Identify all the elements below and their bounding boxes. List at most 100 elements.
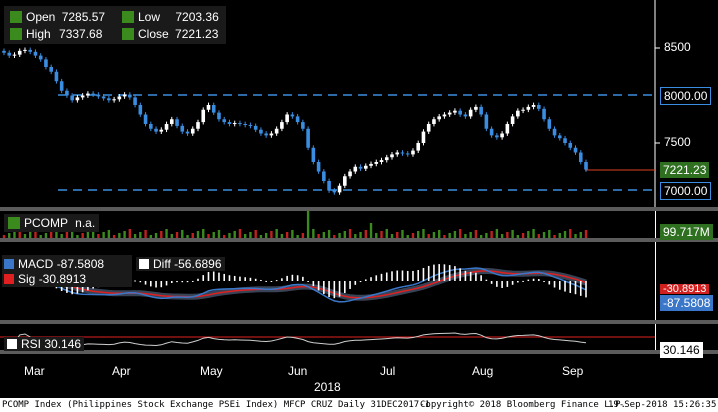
candle-body [280,122,284,129]
panel-separator[interactable] [0,238,718,242]
macd-hist-bar [375,275,378,281]
volume-bar [369,223,373,238]
candle-body [33,51,38,56]
candle-body [243,124,247,125]
sig-value: -30.8913 [38,272,87,286]
macd-axis-line [655,242,656,320]
volume-chart[interactable] [0,211,655,238]
candle-body [185,131,190,134]
candle-body [463,114,468,117]
price-tick-label: 7500 [664,135,691,149]
volume-bar [2,235,6,238]
panel-separator[interactable] [0,207,718,211]
candle-body [159,129,164,132]
macd-hist-bar [244,277,246,281]
volume-bar [196,231,200,238]
macd-chart[interactable] [0,242,655,320]
volume-bar [380,231,383,238]
macd-hist-bar [134,280,136,282]
candle-body [521,109,525,111]
candle-body [96,94,101,97]
macd-hist-bar [585,281,587,298]
volume-bar [275,229,278,238]
candle-body [38,55,43,60]
candle-body [495,135,499,138]
volume-bar [553,235,556,238]
diff-value: -56.6896 [174,257,222,271]
macd-hist-bar [76,281,79,294]
macd-hist-bar [265,280,267,282]
volume-bar [506,232,509,238]
low-value: 7203.36 [175,10,219,24]
macd-hist-bar [254,278,257,281]
candle-body [196,122,200,129]
volume-bar [60,234,63,238]
volume-bar [270,231,273,238]
candle-body [537,105,541,109]
candle-body [510,116,515,124]
volume-bar [207,234,210,238]
close-marker-icon [122,28,134,40]
candle-body [7,52,12,56]
candle-body [222,119,227,123]
volume-bar [149,235,153,238]
volume-bar [97,234,100,238]
panel-separator[interactable] [0,320,718,324]
diff-label: Diff [153,257,171,271]
volume-bar [375,233,378,238]
candle-body [133,97,137,105]
price-chart[interactable] [0,0,718,208]
volume-label: PCOMP [24,216,68,230]
candle-body [374,162,379,164]
volume-bar [422,229,425,238]
candle-body [316,162,321,172]
candle-body [489,128,494,136]
candle-body [395,152,400,155]
high-field: High 7337.68 [10,26,102,42]
volume-bar [259,235,263,238]
month-label: Jun [288,364,308,378]
candle-body [138,105,143,115]
candle-body [28,49,33,52]
macd-line [3,267,587,303]
rsi-chart[interactable] [0,324,655,350]
candle-body [190,128,195,134]
macd-hist-bar [218,272,220,281]
macd-hist-bar [176,281,178,283]
volume-bar [569,229,572,238]
volume-bar [102,232,105,238]
candle-body [411,150,415,155]
volume-bar [86,231,90,238]
macd-hist-bar [197,278,199,281]
volume-bar [579,232,582,238]
macd-hist-bar [548,281,551,285]
low-marker-icon [122,11,134,23]
candle-body [332,190,337,193]
macd-hist-bar [150,281,152,287]
volume-bar [469,232,472,238]
panel-separator[interactable] [0,350,718,354]
candle-body [274,128,279,134]
volume-bar [212,232,215,238]
candle-body [154,128,158,132]
macd-field: MACD -87.5808 [4,257,104,271]
volume-bar [317,234,320,238]
volume-bar [8,233,11,238]
volume-bar [574,234,577,238]
volume-bar [49,231,53,238]
macd-hist-bar [323,281,325,295]
candle-body [426,124,431,132]
volume-bar [542,232,546,238]
open-value: 7285.57 [61,10,106,24]
volume-bar [107,230,111,238]
volume-bar [417,231,420,238]
candle-body [500,133,504,138]
candle-body [285,114,289,123]
volume-bar [322,232,326,238]
volume-bar [154,233,158,238]
volume-last-tag: 99.717M [660,224,713,240]
rsi-value: 30.146 [44,337,82,351]
macd-hist-bar [155,281,157,288]
candle-body [253,125,258,130]
candle-body [337,185,342,193]
